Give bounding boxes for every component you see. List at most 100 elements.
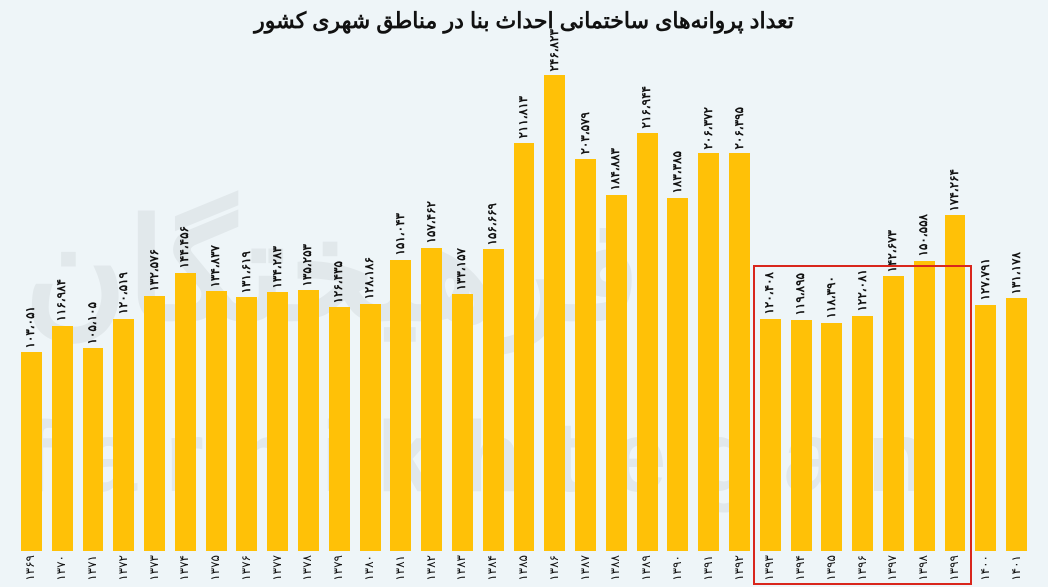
category-label: ۱۳۸۶ (547, 555, 563, 581)
value-label: ۱۳۳،۱۵۷ (454, 248, 470, 291)
bar (791, 320, 812, 551)
bar (667, 198, 688, 551)
bar (544, 75, 565, 551)
bar (821, 323, 842, 551)
value-label: ۱۳۱،۶۱۹ (239, 251, 255, 294)
category-label: ۱۳۸۸ (608, 555, 624, 581)
category-label: ۱۳۷۱ (85, 555, 101, 581)
category-label: ۱۳۸۲ (424, 555, 440, 581)
bar (945, 215, 966, 551)
value-label: ۱۴۲،۶۷۳ (885, 230, 901, 273)
bar (390, 260, 411, 551)
category-label: ۱۳۷۷ (270, 555, 286, 581)
bar (852, 316, 873, 551)
value-label: ۱۴۴،۴۵۶ (177, 226, 193, 269)
category-label: ۱۳۹۱ (701, 555, 717, 581)
category-label: ۱۳۸۹ (639, 555, 655, 581)
bar (83, 348, 104, 551)
bar (236, 297, 257, 551)
category-label: ۱۳۹۵ (824, 555, 840, 581)
bar (206, 291, 227, 551)
bar (113, 319, 134, 551)
category-label: ۱۳۷۶ (239, 555, 255, 581)
bar (575, 159, 596, 551)
category-label: ۱۴۰۱ (1009, 555, 1025, 581)
value-label: ۱۵۰،۵۵۸ (916, 214, 932, 257)
bar (360, 304, 381, 551)
category-label: ۱۳۷۲ (116, 555, 132, 581)
value-label: ۱۷۴،۲۶۴ (947, 169, 963, 212)
bar (606, 195, 627, 551)
category-label: ۱۳۸۷ (578, 555, 594, 581)
value-label: ۱۲۸،۱۸۶ (362, 257, 378, 300)
category-label: ۱۳۷۵ (208, 555, 224, 581)
value-label: ۱۵۷،۴۶۲ (424, 201, 440, 244)
category-label: ۱۳۸۴ (485, 555, 501, 581)
category-label: ۱۳۸۱ (393, 555, 409, 581)
category-label: ۱۴۰۰ (978, 555, 994, 581)
value-label: ۱۵۱،۰۴۳ (393, 213, 409, 256)
value-label: ۱۲۲،۰۸۱ (855, 269, 871, 312)
bar (21, 352, 42, 551)
chart-root: فرهیختگان farhikhtegan تعداد پروانه‌های … (0, 0, 1048, 587)
bar (914, 261, 935, 551)
category-label: ۱۳۷۹ (331, 555, 347, 581)
bar (452, 294, 473, 551)
bar (698, 153, 719, 551)
value-label: ۱۳۲،۵۷۶ (147, 249, 163, 292)
value-label: ۱۸۴،۸۸۳ (608, 148, 624, 191)
category-label: ۱۳۹۸ (916, 555, 932, 581)
bar (514, 143, 535, 551)
category-label: ۱۳۹۷ (885, 555, 901, 581)
value-label: ۱۳۴،۲۸۳ (270, 246, 286, 289)
category-label: ۱۳۸۳ (454, 555, 470, 581)
value-label: ۱۲۷،۷۹۱ (978, 258, 994, 301)
value-label: ۲۱۱،۸۱۳ (516, 96, 532, 139)
category-label: ۱۳۷۰ (54, 555, 70, 581)
bar (883, 276, 904, 551)
value-label: ۱۲۰،۴۰۸ (762, 272, 778, 315)
value-label: ۱۱۸،۳۹۰ (824, 276, 840, 319)
value-label: ۱۸۳،۳۸۵ (670, 151, 686, 194)
value-label: ۱۵۶،۶۶۹ (485, 203, 501, 246)
value-label: ۱۳۵،۲۵۳ (300, 244, 316, 287)
value-label: ۲۰۶،۳۷۲ (701, 107, 717, 150)
value-label: ۲۱۶،۹۴۴ (639, 86, 655, 129)
value-label: ۲۴۶،۸۲۳ (547, 29, 563, 72)
bar (144, 296, 165, 551)
value-label: ۱۳۴،۸۳۷ (208, 245, 224, 288)
value-label: ۱۱۹،۸۹۵ (793, 273, 809, 316)
bar (329, 307, 350, 551)
bar (298, 290, 319, 551)
bar (267, 292, 288, 551)
value-label: ۱۲۰،۵۱۹ (116, 272, 132, 315)
bar (729, 153, 750, 551)
bar (760, 319, 781, 551)
bar (52, 326, 73, 551)
bar (175, 273, 196, 551)
category-label: ۱۳۹۹ (947, 555, 963, 581)
bar (975, 305, 996, 551)
plot-area: ۱۰۳،۰۵۱۱۳۶۹۱۱۶،۹۸۴۱۳۷۰۱۰۵،۱۰۵۱۳۷۱۱۲۰،۵۱۹… (16, 50, 1032, 551)
category-label: ۱۳۸۵ (516, 555, 532, 581)
category-label: ۱۳۹۰ (670, 555, 686, 581)
value-label: ۱۲۶،۴۳۵ (331, 261, 347, 304)
value-label: ۲۰۳،۵۷۹ (578, 112, 594, 155)
chart-title: تعداد پروانه‌های ساختمانی احداث بنا در م… (0, 8, 1048, 34)
category-label: ۱۳۹۴ (793, 555, 809, 581)
category-label: ۱۳۷۸ (300, 555, 316, 581)
category-label: ۱۳۹۶ (855, 555, 871, 581)
category-label: ۱۳۸۰ (362, 555, 378, 581)
bar (637, 133, 658, 551)
value-label: ۱۰۵،۱۰۵ (85, 302, 101, 345)
category-label: ۱۳۷۳ (147, 555, 163, 581)
value-label: ۲۰۶،۳۹۵ (732, 107, 748, 150)
category-label: ۱۳۷۴ (177, 555, 193, 581)
category-label: ۱۳۶۹ (23, 555, 39, 581)
bar (1006, 298, 1027, 551)
category-label: ۱۳۹۳ (762, 555, 778, 581)
bar (483, 249, 504, 551)
value-label: ۱۳۱،۱۷۸ (1009, 252, 1025, 295)
bar (421, 248, 442, 551)
value-label: ۱۰۳،۰۵۱ (23, 306, 39, 349)
